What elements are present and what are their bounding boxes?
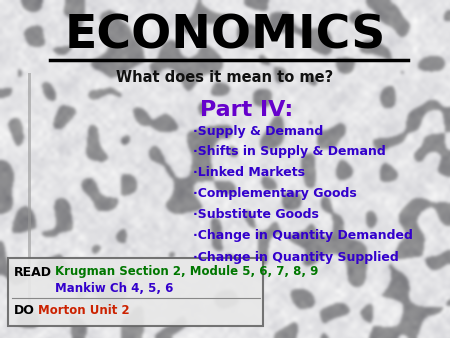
Text: ·Shifts in Supply & Demand: ·Shifts in Supply & Demand [193,145,386,159]
Text: ECONOMICS: ECONOMICS [64,14,386,58]
Text: ·Complementary Goods: ·Complementary Goods [193,188,357,200]
Text: ·Supply & Demand: ·Supply & Demand [193,124,323,138]
Text: ·Change in Quantity Demanded: ·Change in Quantity Demanded [193,230,413,242]
FancyBboxPatch shape [8,258,263,326]
Text: Mankiw Ch 4, 5, 6: Mankiw Ch 4, 5, 6 [55,282,173,294]
Text: What does it mean to me?: What does it mean to me? [117,71,333,86]
Text: ·Change in Quantity Supplied: ·Change in Quantity Supplied [193,250,399,264]
Text: Morton Unit 2: Morton Unit 2 [38,304,130,316]
Bar [28,73,31,308]
Text: Krugman Section 2, Module 5, 6, 7, 8, 9: Krugman Section 2, Module 5, 6, 7, 8, 9 [55,266,319,279]
Text: ·Substitute Goods: ·Substitute Goods [193,209,319,221]
Text: Part IV:: Part IV: [200,100,293,120]
Text: ·Linked Markets: ·Linked Markets [193,167,305,179]
Text: DO: DO [14,304,35,316]
Text: READ: READ [14,266,52,279]
